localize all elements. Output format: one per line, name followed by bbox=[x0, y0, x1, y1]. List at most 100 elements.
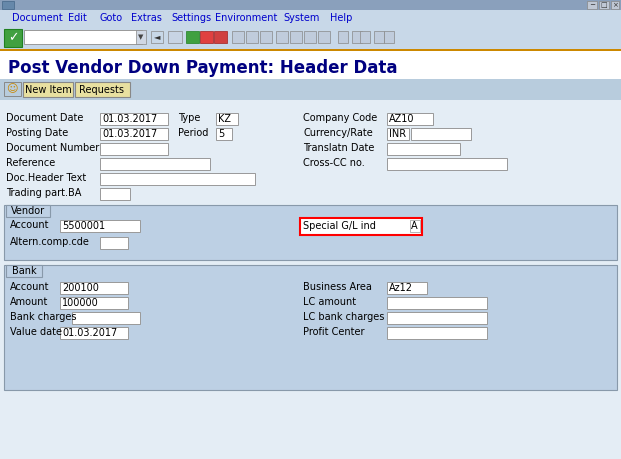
Bar bbox=[60, 282, 128, 294]
Bar bbox=[387, 282, 427, 294]
Text: Company Code: Company Code bbox=[303, 113, 377, 123]
Text: 200100: 200100 bbox=[62, 283, 99, 293]
Text: INR: INR bbox=[389, 129, 406, 139]
Bar bbox=[387, 128, 409, 140]
Bar bbox=[2, 1, 14, 9]
Bar bbox=[60, 327, 128, 339]
Bar bbox=[6, 265, 42, 277]
Text: ▼: ▼ bbox=[138, 34, 143, 40]
Text: Document Number: Document Number bbox=[6, 143, 99, 153]
Text: Post Vendor Down Payment: Header Data: Post Vendor Down Payment: Header Data bbox=[8, 59, 397, 77]
Bar bbox=[100, 113, 168, 125]
Bar bbox=[200, 31, 213, 43]
Text: Posting Date: Posting Date bbox=[6, 128, 68, 138]
Text: Document Date: Document Date bbox=[6, 113, 83, 123]
Text: Help: Help bbox=[330, 13, 352, 23]
Text: A: A bbox=[411, 221, 418, 231]
Text: ◄: ◄ bbox=[154, 33, 160, 41]
Text: KZ: KZ bbox=[218, 114, 231, 124]
Bar bbox=[0, 0, 621, 10]
Bar bbox=[246, 31, 258, 43]
Text: New Item: New Item bbox=[25, 85, 71, 95]
Text: LC bank charges: LC bank charges bbox=[303, 312, 384, 322]
Text: □: □ bbox=[601, 2, 607, 8]
Text: Requests: Requests bbox=[79, 85, 124, 95]
Bar bbox=[300, 218, 422, 235]
Text: 100000: 100000 bbox=[62, 298, 99, 308]
Bar bbox=[411, 128, 471, 140]
Bar bbox=[599, 1, 609, 9]
Bar bbox=[72, 312, 140, 324]
Bar bbox=[276, 31, 288, 43]
Bar bbox=[387, 327, 487, 339]
Bar bbox=[100, 143, 168, 155]
Bar bbox=[100, 128, 168, 140]
Bar bbox=[4, 82, 21, 96]
Text: Translatn Date: Translatn Date bbox=[303, 143, 374, 153]
Bar bbox=[587, 1, 597, 9]
Bar bbox=[6, 205, 50, 217]
Bar bbox=[100, 188, 130, 200]
Text: Goto: Goto bbox=[99, 13, 122, 23]
Bar bbox=[100, 173, 255, 185]
Bar bbox=[151, 31, 163, 43]
Text: LC amount: LC amount bbox=[303, 297, 356, 307]
Bar bbox=[186, 31, 199, 43]
Text: Edit: Edit bbox=[68, 13, 87, 23]
Text: Settings: Settings bbox=[171, 13, 211, 23]
Bar bbox=[304, 31, 316, 43]
Text: 01.03.2017: 01.03.2017 bbox=[102, 129, 157, 139]
Text: Account: Account bbox=[10, 220, 50, 230]
Bar bbox=[4, 265, 617, 390]
Bar bbox=[168, 31, 182, 43]
Text: Environment: Environment bbox=[215, 13, 278, 23]
Bar bbox=[216, 113, 238, 125]
Text: ☺: ☺ bbox=[6, 84, 18, 94]
Text: Bank charges: Bank charges bbox=[10, 312, 76, 322]
Text: 01.03.2017: 01.03.2017 bbox=[62, 328, 117, 338]
Bar bbox=[23, 82, 73, 97]
Bar bbox=[100, 237, 128, 249]
Text: 01.03.2017: 01.03.2017 bbox=[102, 114, 157, 124]
Bar bbox=[338, 31, 348, 43]
Text: ─: ─ bbox=[590, 2, 594, 8]
Bar bbox=[0, 79, 621, 100]
Text: Document: Document bbox=[12, 13, 63, 23]
Bar bbox=[360, 31, 370, 43]
Text: Type: Type bbox=[178, 113, 201, 123]
Bar bbox=[387, 113, 433, 125]
Text: Account: Account bbox=[10, 282, 50, 292]
Text: Business Area: Business Area bbox=[303, 282, 372, 292]
Text: System: System bbox=[283, 13, 319, 23]
Text: Value date: Value date bbox=[10, 327, 62, 337]
Bar bbox=[24, 30, 142, 44]
Bar bbox=[260, 31, 272, 43]
Text: Reference: Reference bbox=[6, 158, 55, 168]
Bar bbox=[0, 49, 621, 51]
Text: Cross-CC no.: Cross-CC no. bbox=[303, 158, 365, 168]
Text: Doc.Header Text: Doc.Header Text bbox=[6, 173, 86, 183]
Text: Special G/L ind: Special G/L ind bbox=[303, 221, 376, 231]
Text: Trading part.BA: Trading part.BA bbox=[6, 188, 81, 198]
Bar bbox=[136, 30, 146, 44]
Bar bbox=[216, 128, 232, 140]
Bar bbox=[611, 1, 619, 9]
Bar bbox=[0, 51, 621, 79]
Text: Profit Center: Profit Center bbox=[303, 327, 365, 337]
Text: Currency/Rate: Currency/Rate bbox=[303, 128, 373, 138]
Bar bbox=[387, 297, 487, 309]
Text: AZ10: AZ10 bbox=[389, 114, 414, 124]
Text: ×: × bbox=[612, 2, 618, 8]
Bar bbox=[410, 220, 420, 232]
Bar bbox=[4, 205, 617, 260]
Text: Period: Period bbox=[178, 128, 209, 138]
Bar bbox=[387, 312, 487, 324]
Text: 5: 5 bbox=[218, 129, 224, 139]
Bar bbox=[387, 143, 460, 155]
Bar bbox=[318, 31, 330, 43]
Text: Amount: Amount bbox=[10, 297, 48, 307]
Bar bbox=[214, 31, 227, 43]
Bar bbox=[4, 29, 22, 47]
Bar bbox=[0, 10, 621, 26]
Text: Bank: Bank bbox=[12, 266, 36, 276]
